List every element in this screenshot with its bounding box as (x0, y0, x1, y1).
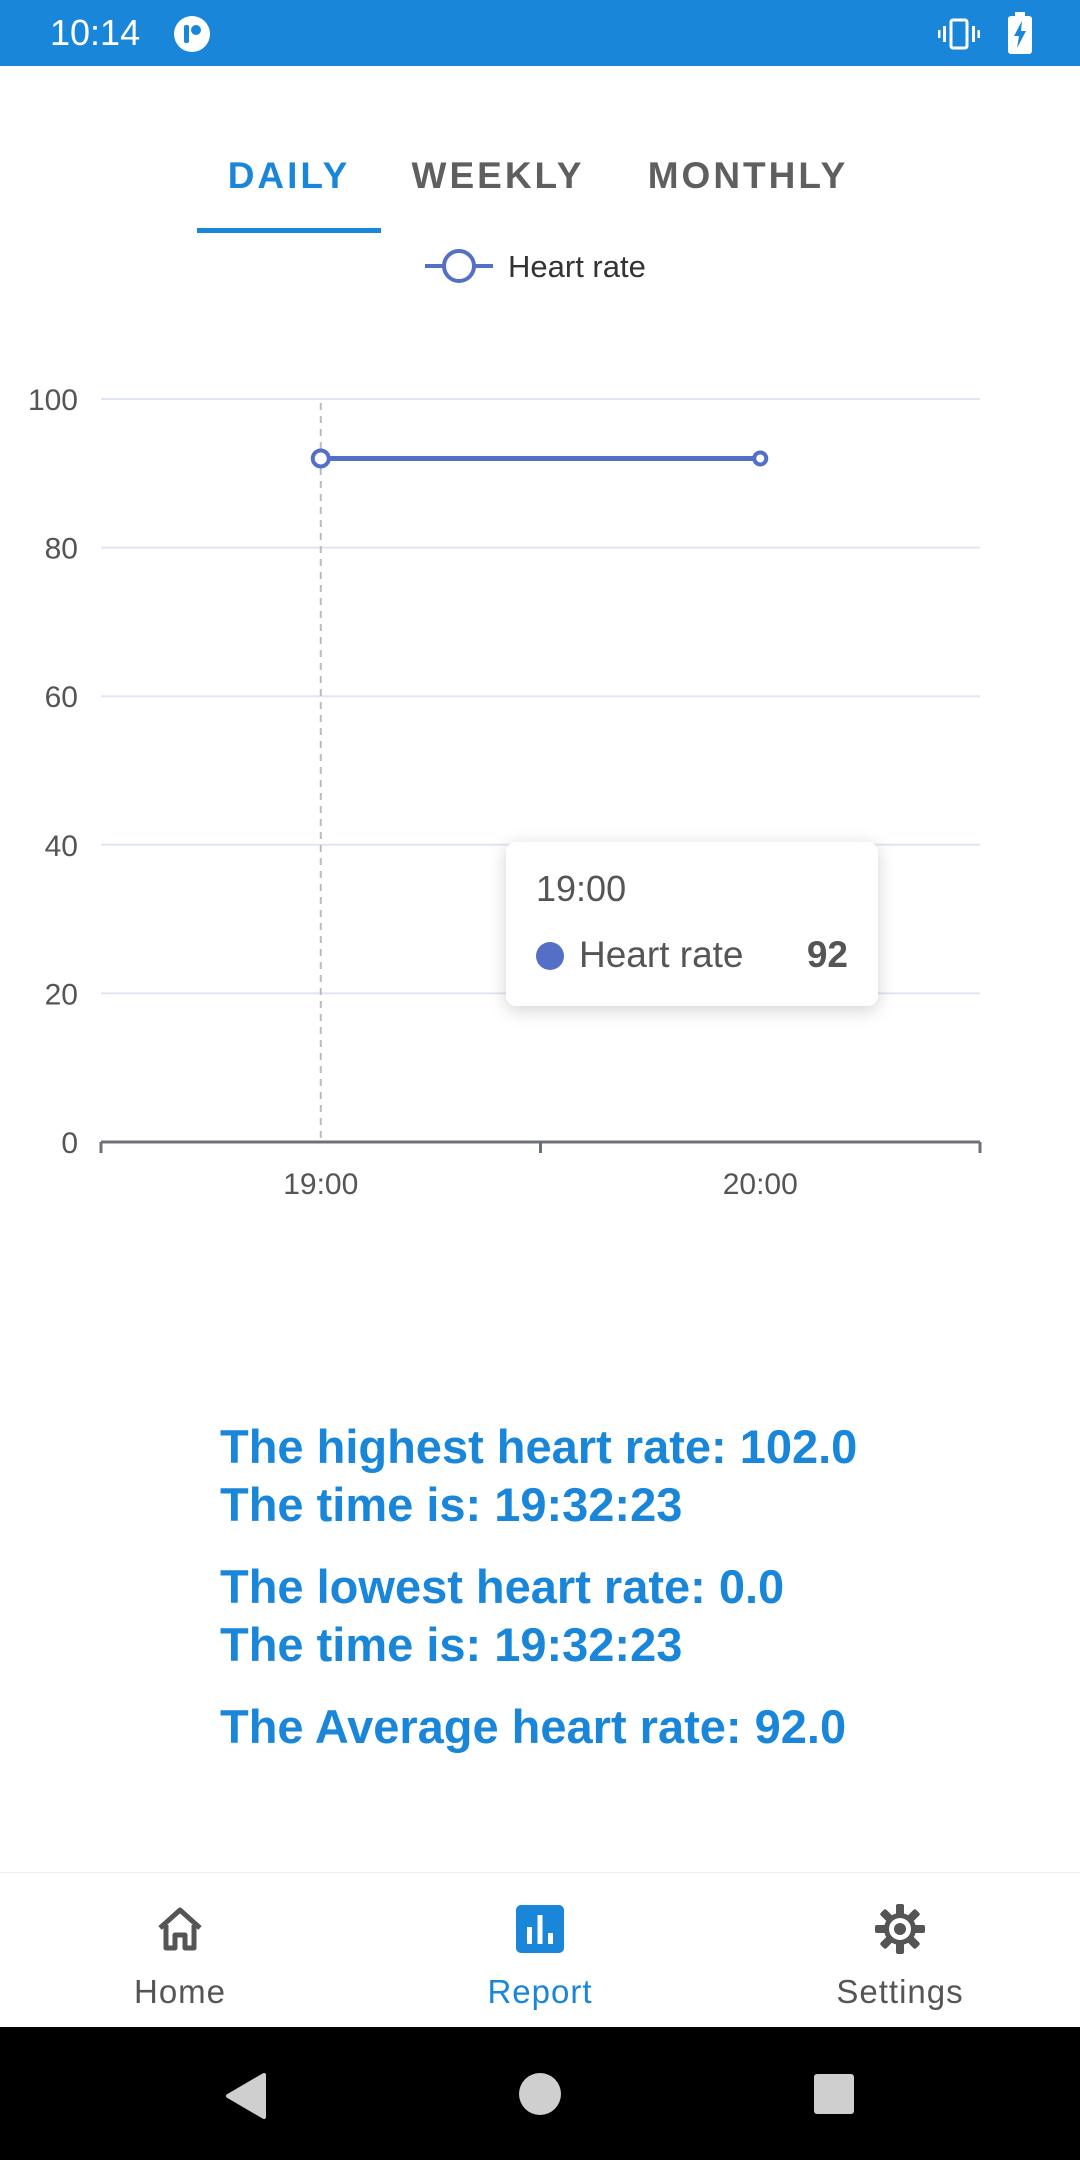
app-notification-icon (174, 16, 210, 52)
home-icon (158, 1907, 202, 1951)
period-tabs: DAILY WEEKLY MONTHLY (0, 66, 1080, 236)
tooltip-series-value: 92 (806, 934, 848, 975)
legend-marker-icon (442, 249, 476, 283)
nav-label-home: Home (133, 1973, 227, 2010)
highest-heart-rate: The highest heart rate: 102.0 (220, 1420, 858, 1473)
lowest-heart-rate: The lowest heart rate: 0.0 (220, 1560, 785, 1613)
heart-rate-chart[interactable]: Heart rate 0 20 40 60 80 100 19:00 20:00 (0, 236, 1080, 1236)
tooltip-series-label: Heart rate (579, 934, 744, 975)
nav-item-home[interactable]: Home (0, 1873, 360, 2028)
nav-label-report: Report (487, 1973, 593, 2010)
lowest-heart-rate-time: The time is: 19:32:23 (220, 1618, 683, 1671)
y-tick-label: 100 (28, 384, 78, 417)
bottom-navigation: Home Report Settings (0, 1872, 1080, 2027)
legend-label: Heart rate (508, 249, 646, 284)
nav-label-settings: Settings (836, 1973, 964, 2010)
gear-icon (875, 1904, 925, 1954)
y-tick-label: 60 (45, 681, 78, 714)
x-tick-label: 20:00 (723, 1168, 798, 1201)
y-tick-label: 40 (45, 830, 78, 863)
tooltip-title: 19:00 (536, 868, 627, 909)
data-point[interactable] (310, 448, 331, 469)
y-tick-label: 80 (45, 533, 78, 566)
tooltip-series-marker (536, 942, 564, 970)
nav-item-report[interactable]: Report (360, 1873, 720, 2028)
battery-charging-icon (1008, 12, 1032, 54)
tab-weekly[interactable]: WEEKLY (411, 155, 585, 196)
home-button-icon[interactable] (519, 2073, 561, 2115)
system-navigation-bar (0, 2027, 1080, 2160)
chart-legend[interactable]: Heart rate (425, 249, 646, 284)
chart-tooltip: 19:00 Heart rate 92 (506, 842, 878, 1006)
average-heart-rate: The Average heart rate: 92.0 (220, 1700, 847, 1753)
back-icon[interactable] (222, 2071, 268, 2121)
tab-daily[interactable]: DAILY (227, 155, 351, 196)
tab-monthly[interactable]: MONTHLY (647, 155, 849, 196)
nav-item-settings[interactable]: Settings (720, 1873, 1080, 2028)
highest-heart-rate-time: The time is: 19:32:23 (220, 1478, 683, 1531)
status-bar: 10:14 (0, 0, 1080, 66)
x-tick-label: 19:00 (283, 1168, 358, 1201)
recents-icon[interactable] (814, 2074, 854, 2114)
data-point[interactable] (752, 450, 769, 467)
status-time: 10:14 (50, 12, 141, 53)
vibrate-icon (938, 18, 980, 50)
active-tab-indicator (197, 228, 381, 233)
bar-chart-icon (516, 1905, 564, 1953)
heart-rate-stats: The highest heart rate: 102.0 The time i… (220, 1418, 1040, 1756)
y-tick-label: 20 (45, 978, 78, 1011)
y-tick-label: 0 (61, 1127, 78, 1160)
